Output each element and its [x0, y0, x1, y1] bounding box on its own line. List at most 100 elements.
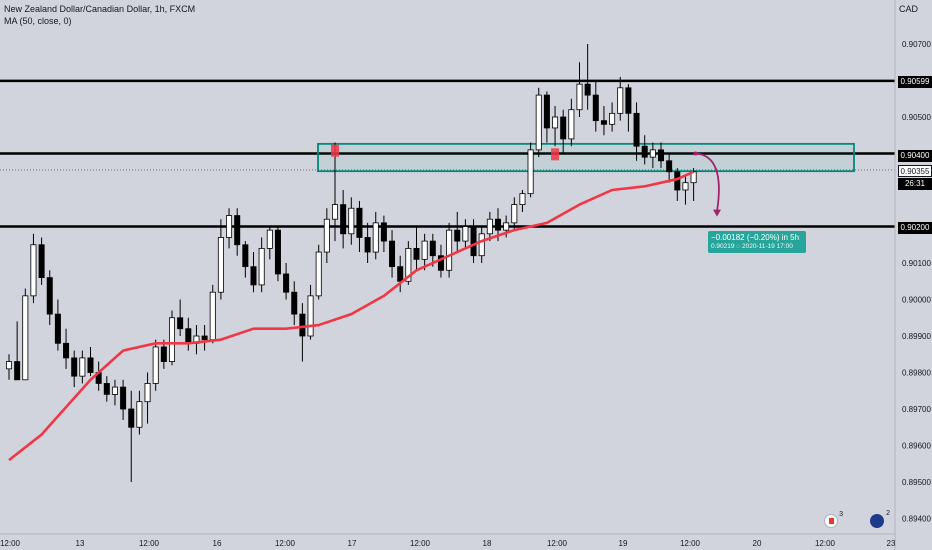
candle-body: [103, 383, 110, 395]
y-tick-label: 0.89700: [902, 405, 931, 414]
candle-body: [136, 401, 143, 428]
candle-body: [413, 247, 420, 260]
candle-body: [633, 112, 640, 147]
y-tick-label: 0.90000: [902, 296, 931, 305]
candle-body: [552, 116, 559, 129]
candle-body: [454, 229, 461, 242]
projection-target: 0.90219 ◌ 2020-11-19 17:00: [711, 243, 793, 250]
candle-body: [234, 215, 241, 246]
candle-body: [641, 145, 648, 158]
countdown-tag: 26:31: [898, 178, 932, 190]
candle-body: [356, 207, 363, 238]
candle-body: [315, 251, 322, 297]
indicator-legend[interactable]: MA (50, close, 0): [4, 16, 72, 26]
candle-body: [372, 222, 379, 253]
candle-body: [144, 383, 151, 403]
candle-body: [380, 222, 387, 242]
resistance-price-tag: 0.90599: [898, 76, 932, 88]
candle-body: [568, 109, 575, 140]
x-tick-label: 16: [213, 539, 222, 548]
y-tick-label: 0.89500: [902, 478, 931, 487]
candle-body: [364, 237, 371, 253]
candle-body: [217, 237, 224, 293]
candle-body: [38, 244, 45, 278]
candle-body: [299, 313, 306, 337]
x-tick-label: 18: [483, 539, 492, 548]
candle-body: [87, 357, 94, 373]
candle-body: [592, 94, 599, 122]
candle-body: [30, 244, 37, 297]
y-tick-label: 0.89900: [902, 332, 931, 341]
horizontal-levels[interactable]: [0, 79, 895, 228]
x-tick-label: 20: [753, 539, 762, 548]
moving-average: [8, 170, 695, 462]
y-tick-label: 0.89400: [902, 515, 931, 524]
candles: [6, 44, 697, 482]
candle-body: [283, 273, 290, 293]
candle-body: [609, 112, 616, 125]
zone-touch-marker: [551, 148, 560, 161]
candle-body: [331, 204, 338, 220]
candle-body: [266, 229, 273, 249]
x-tick-label: 12:00: [815, 539, 836, 548]
candle-body: [128, 408, 135, 428]
canada-flag-icon[interactable]: 3: [824, 511, 843, 528]
ma50-line: [8, 170, 695, 462]
projection-arrow: [695, 152, 720, 212]
candle-body: [405, 247, 412, 282]
annotations[interactable]: [331, 144, 721, 217]
candle-body: [63, 342, 70, 359]
candle-body: [600, 120, 607, 125]
candle-body: [242, 244, 249, 268]
candle-body: [71, 357, 78, 377]
candle-body: [486, 218, 493, 235]
y-tick-label: 0.90100: [902, 259, 931, 268]
y-tick-label: 0.90700: [902, 40, 931, 49]
candle-body: [625, 87, 632, 114]
x-tick-label: 12:00: [275, 539, 296, 548]
zone-price-tag: 0.90400: [898, 150, 932, 162]
candle-body: [22, 295, 29, 381]
currency-label[interactable]: CAD: [898, 4, 918, 14]
zone-touch-marker: [331, 144, 339, 157]
symbol-legend[interactable]: New Zealand Dollar/Canadian Dollar, 1h, …: [4, 4, 196, 14]
candle-body: [79, 357, 86, 377]
candle-body: [429, 240, 436, 257]
support-price-tag: 0.90200: [898, 222, 932, 234]
candle-body: [250, 266, 257, 286]
y-tick-label: 0.90500: [902, 113, 931, 122]
projection-label[interactable]: −0.00182 (−0.20%) in 5h 0.90219 ◌ 2020-1…: [708, 231, 806, 253]
candle-body: [6, 361, 12, 370]
y-tick-label: 0.89800: [902, 369, 931, 378]
candle-body: [674, 171, 681, 191]
projection-start-dot: [693, 151, 698, 156]
candle-body: [168, 317, 175, 362]
candle-body: [389, 240, 396, 268]
x-tick-label: 23: [887, 539, 896, 548]
x-tick-label: 13: [76, 539, 85, 548]
x-tick-label: 12:00: [680, 539, 701, 548]
candle-body: [560, 116, 567, 140]
candle-body: [584, 83, 591, 96]
candle-body: [185, 328, 192, 344]
candle-body: [46, 277, 53, 315]
candle-body: [160, 346, 167, 362]
last-price-tag: 0.90355: [898, 165, 932, 177]
new-zealand-flag-icon[interactable]: 2: [870, 510, 890, 528]
candle-body: [543, 94, 550, 129]
candle-body: [111, 386, 118, 395]
x-tick-label: 19: [619, 539, 628, 548]
nz-event-count: 2: [886, 510, 890, 517]
candle-body: [152, 346, 159, 384]
candle-body: [617, 87, 624, 114]
candle-body: [494, 218, 501, 231]
candle-body: [503, 222, 510, 231]
projection-arrowhead: [713, 209, 721, 217]
x-tick-label: 12:00: [139, 539, 160, 548]
candle-body: [535, 94, 542, 151]
candle-body: [576, 83, 583, 111]
candle-body: [470, 226, 477, 257]
projection-change: −0.00182 (−0.20%) in 5h: [711, 233, 800, 242]
